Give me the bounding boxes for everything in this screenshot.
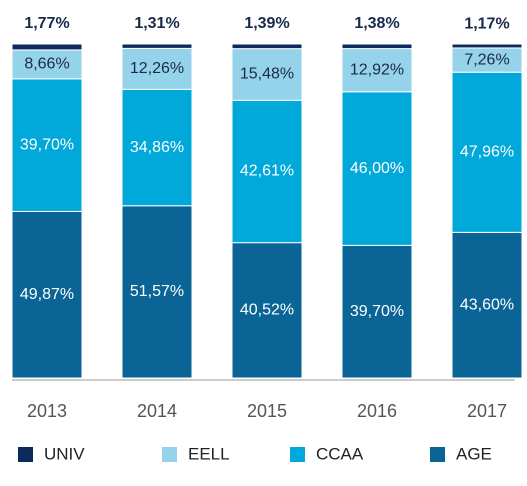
- legend-swatch: [18, 447, 33, 462]
- value-label: 47,96%: [460, 144, 514, 161]
- legend-swatch: [162, 447, 177, 462]
- bar-segment: [231, 242, 303, 379]
- value-label: 49,87%: [20, 286, 74, 303]
- bar-segment: [451, 71, 523, 233]
- bar-segment: [231, 99, 303, 244]
- bar-segment: [341, 48, 413, 93]
- x-tick-label: 2014: [137, 401, 177, 421]
- bar-segment: [121, 88, 193, 207]
- bar-segment: [11, 78, 83, 212]
- bar-segment: [231, 43, 303, 50]
- value-label: 7,26%: [464, 51, 509, 68]
- bar-segment: [451, 231, 523, 379]
- x-tick-label: 2013: [27, 401, 67, 421]
- value-label: 1,77%: [24, 15, 69, 32]
- bar-segment: [231, 48, 303, 101]
- value-label: 39,70%: [20, 136, 74, 153]
- bar-segment: [451, 43, 523, 49]
- legend-label: CCAA: [316, 444, 364, 463]
- x-tick-label: 2015: [247, 401, 287, 421]
- bar-segment: [451, 47, 523, 73]
- legend-label: EELL: [188, 444, 230, 463]
- value-label: 1,17%: [464, 15, 509, 32]
- value-label: 1,31%: [134, 15, 179, 32]
- value-label: 8,66%: [24, 56, 69, 73]
- value-label: 1,39%: [244, 15, 289, 32]
- value-label: 15,48%: [240, 66, 294, 83]
- value-label: 46,00%: [350, 160, 404, 177]
- legend-label: UNIV: [44, 444, 85, 463]
- value-label: 51,57%: [130, 283, 184, 300]
- bar-segment: [121, 47, 193, 90]
- value-label: 12,92%: [350, 61, 404, 78]
- bar-segment: [121, 205, 193, 379]
- value-label: 42,61%: [240, 163, 294, 180]
- value-label: 1,38%: [354, 15, 399, 32]
- bar-segment: [341, 43, 413, 50]
- bar-segment: [11, 43, 83, 51]
- x-tick-label: 2016: [357, 401, 397, 421]
- value-label: 40,52%: [240, 302, 294, 319]
- bar-segment: [341, 244, 413, 379]
- value-label: 43,60%: [460, 296, 514, 313]
- value-label: 39,70%: [350, 303, 404, 320]
- bar-segment: [11, 210, 83, 379]
- legend-label: AGE: [456, 444, 492, 463]
- value-label: 12,26%: [130, 60, 184, 77]
- legend-swatch: [290, 447, 305, 462]
- legend-swatch: [430, 447, 445, 462]
- x-tick-label: 2017: [467, 401, 507, 421]
- bar-segment: [121, 43, 193, 49]
- bar-segment: [341, 91, 413, 246]
- value-label: 34,86%: [130, 139, 184, 156]
